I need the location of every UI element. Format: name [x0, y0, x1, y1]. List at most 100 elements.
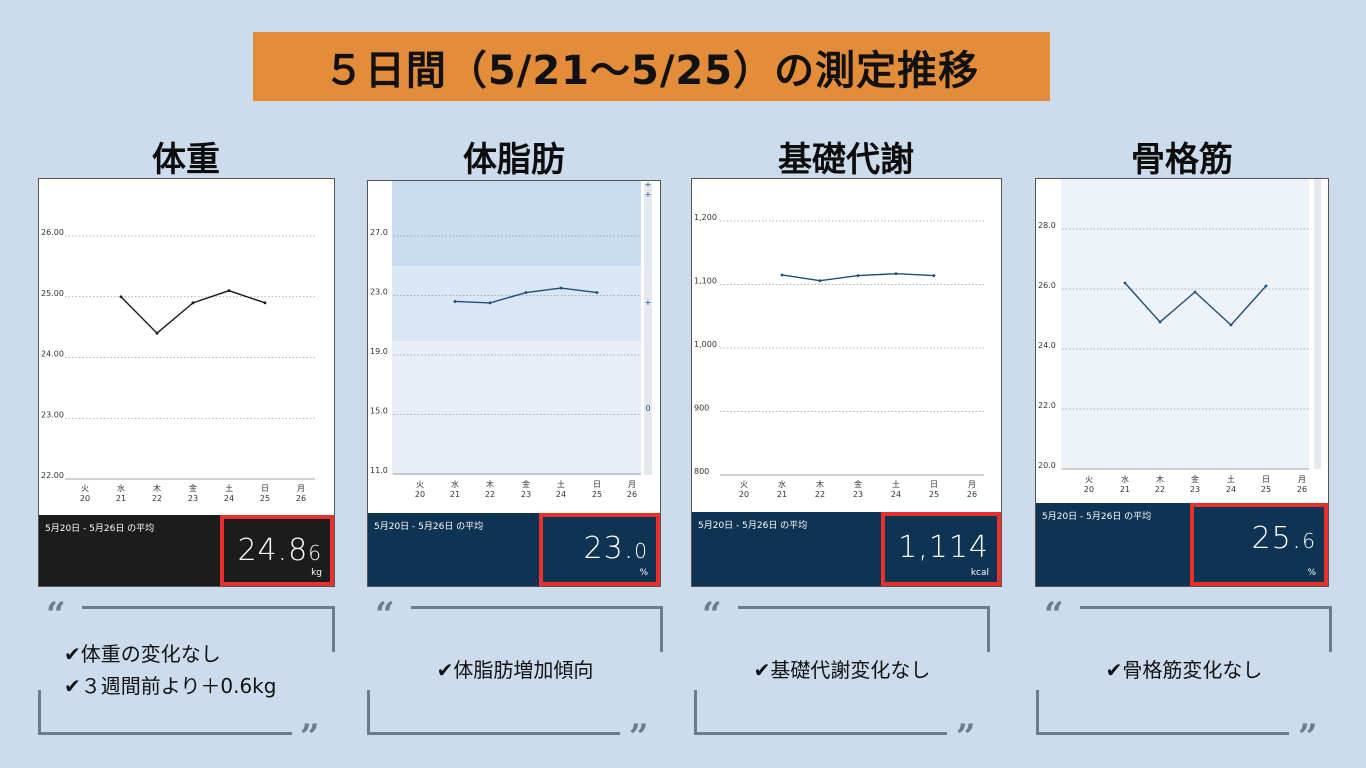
muscle-value-box: 25.6 % — [1190, 503, 1328, 586]
data-point — [1158, 320, 1162, 324]
muscle-unit: % — [1307, 568, 1316, 578]
body-fat-average-value: 23.0 — [583, 531, 648, 566]
x-tick-label: 24 — [891, 490, 901, 499]
weight-card: 22.00 23.00 24.00 25.00 26.00 火 20 水 21 木 22 金 23 土 24… — [38, 178, 335, 587]
bmr-comment: “ ✔基礎代謝変化なし ” — [694, 595, 990, 754]
data-point — [780, 273, 784, 277]
y-tick-label: 24.0 — [1038, 341, 1056, 350]
side-mark: + — [645, 190, 652, 199]
side-scrollbar — [1314, 179, 1321, 469]
muscle-footer: 5月20日 - 5月26日 の平均 25.6 % — [1036, 503, 1328, 586]
x-tick-label: 火 — [740, 480, 748, 489]
x-tick-label: 25 — [260, 494, 270, 503]
x-tick-label: 21 — [116, 494, 126, 503]
bmr-notes: ✔基礎代謝変化なし — [694, 654, 990, 686]
y-tick-label: 22.00 — [41, 471, 64, 480]
data-point — [595, 291, 599, 294]
body-fat-card: 11.0 15.0 19.0 23.0 27.0 火 20 水 21 木 22 金 23 土 24 日 25 月 2… — [367, 180, 661, 587]
y-tick-label: 900 — [694, 404, 709, 413]
x-tick-label: 日 — [930, 480, 938, 489]
x-tick-label: 月 — [628, 480, 636, 489]
y-tick-label: 22.0 — [1038, 401, 1056, 410]
data-point — [932, 274, 936, 278]
x-tick-label: 土 — [557, 479, 565, 489]
x-tick-label: 日 — [261, 484, 269, 493]
bmr-period-label: 5月20日 - 5月26日 の平均 — [698, 521, 808, 531]
x-tick-label: 20 — [415, 490, 425, 499]
x-tick-label: 土 — [1227, 474, 1235, 484]
y-tick-label: 27.0 — [370, 228, 388, 237]
body-fat-value-box: 23.0 % — [539, 513, 660, 586]
x-tick-label: 金 — [854, 479, 862, 489]
x-tick-label: 20 — [1084, 485, 1094, 494]
x-tick-label: 21 — [1120, 485, 1130, 494]
x-tick-label: 26 — [296, 494, 306, 503]
bmr-unit: kcal — [970, 568, 989, 578]
close-quote-icon: ” — [629, 717, 649, 757]
weight-chart: 22.00 23.00 24.00 25.00 26.00 火20 水21 木22 金23 土24… — [41, 228, 315, 503]
y-tick-label: 1,200 — [694, 213, 717, 222]
x-tick-label: 25 — [592, 490, 602, 499]
x-tick-label: 23 — [1190, 485, 1200, 494]
card-title-body-fat: 体脂肪 — [463, 140, 565, 180]
y-tick-label: 23.0 — [370, 288, 388, 297]
x-tick-label: 24 — [556, 490, 566, 499]
x-tick-label: 金 — [189, 483, 197, 493]
x-tick-label: 水 — [117, 483, 125, 493]
note-line: ✔基礎代謝変化なし — [753, 658, 931, 682]
body-fat-chart: 11.0 15.0 19.0 23.0 27.0 火20 水21 木22 金23 土24 日25 月2… — [370, 181, 652, 499]
data-point — [488, 301, 492, 305]
close-quote-icon: ” — [300, 717, 320, 757]
page-title: ５日間（5/21〜5/25）の測定推移 — [323, 47, 980, 94]
open-quote-icon: “ — [702, 595, 722, 635]
x-tick-label: 25 — [929, 490, 939, 499]
weight-average-value: 24.86 — [237, 533, 322, 568]
x-tick-label: 24 — [1226, 485, 1236, 494]
weight-unit: kg — [311, 568, 322, 578]
data-point — [227, 289, 231, 293]
chart-band — [392, 181, 641, 266]
data-point — [524, 291, 528, 294]
data-point — [155, 331, 159, 335]
chart-band — [392, 266, 641, 341]
body-fat-comment: “ ✔体脂肪増加傾向 ” — [367, 598, 663, 754]
data-point — [856, 274, 860, 278]
data-point — [559, 286, 563, 290]
x-tick-label: 20 — [80, 494, 90, 503]
x-tick-label: 土 — [225, 483, 233, 493]
side-scrollbar — [644, 183, 652, 475]
x-tick-label: 木 — [816, 479, 824, 489]
x-tick-label: 木 — [486, 479, 494, 489]
y-tick-label: 26.00 — [41, 228, 64, 237]
y-tick-label: 15.0 — [370, 407, 388, 416]
bmr-average-value: 1,114 — [898, 530, 989, 565]
weight-comment: “ ✔体重の変化なし ✔３週間前より＋0.6kg ” — [38, 595, 335, 754]
x-tick-label: 木 — [1156, 474, 1164, 484]
y-tick-label: 1,100 — [694, 277, 717, 286]
note-line: ✔３週間前より＋0.6kg — [64, 674, 277, 698]
y-tick-label: 26.0 — [1038, 281, 1056, 290]
x-tick-label: 火 — [81, 484, 89, 493]
x-tick-label: 20 — [739, 490, 749, 499]
data-point — [1264, 284, 1268, 288]
x-tick-label: 23 — [188, 494, 198, 503]
body-fat-footer: 5月20日 - 5月26日 の平均 23.0 % — [368, 513, 660, 586]
x-tick-label: 水 — [778, 479, 786, 489]
x-tick-label: 23 — [853, 490, 863, 499]
open-quote-icon: “ — [46, 595, 66, 635]
x-tick-label: 21 — [777, 490, 787, 499]
side-mark: + — [645, 298, 652, 307]
data-point — [119, 295, 123, 299]
muscle-card: 20.0 22.0 24.0 26.0 28.0 火 20 水 21 木 22 金 23 土 24 日 25 月 2… — [1035, 178, 1329, 587]
data-point — [1123, 281, 1127, 285]
y-tick-label: 19.0 — [370, 347, 388, 356]
x-tick-label: 月 — [297, 484, 305, 493]
x-tick-label: 22 — [1155, 485, 1165, 494]
chart-band — [392, 341, 641, 475]
body-fat-notes: ✔体脂肪増加傾向 — [367, 654, 663, 686]
y-tick-label: 25.00 — [41, 289, 64, 298]
weight-footer: 5月20日 - 5月26日 の平均 24.86 kg — [39, 515, 334, 586]
y-tick-label: 20.0 — [1038, 461, 1056, 470]
bmr-chart: 800 900 1,000 1,100 1,200 火20 水21 木22 金23 土24 日25 月… — [694, 213, 984, 499]
muscle-average-value: 25.6 — [1251, 521, 1316, 556]
